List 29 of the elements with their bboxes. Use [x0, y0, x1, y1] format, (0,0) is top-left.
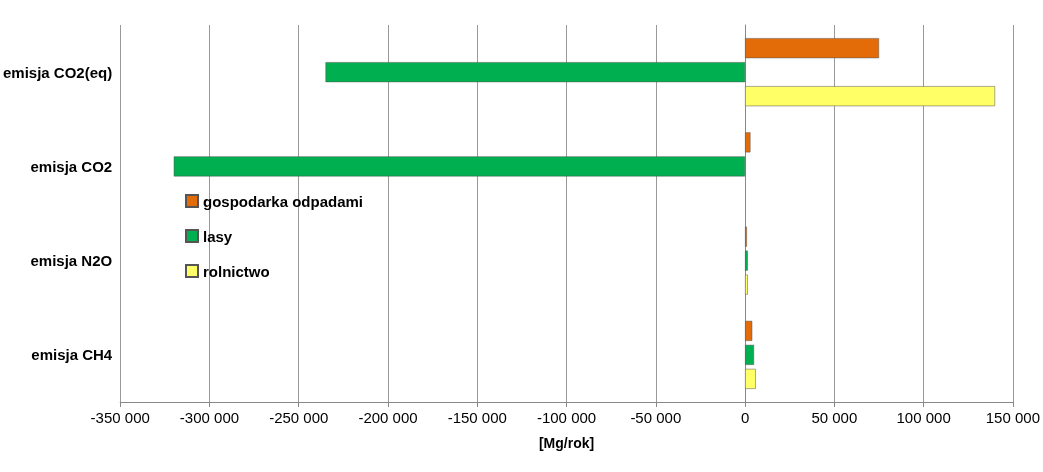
x-tick-label: 50 000: [811, 409, 858, 426]
x-tick-label: -150 000: [447, 409, 507, 426]
x-tick-label: -100 000: [536, 409, 597, 426]
bar: [745, 344, 755, 365]
legend-label: gospodarka odpadami: [203, 192, 364, 210]
y-tick-label: emisja CO2: [30, 157, 113, 175]
x-tick-label: 0: [740, 409, 750, 426]
bar: [745, 86, 996, 107]
y-tick-label: emisja N2O: [30, 252, 113, 270]
bar: [745, 274, 748, 295]
x-tick-label: -200 000: [358, 409, 418, 426]
bar: [745, 132, 751, 153]
bar: [325, 62, 746, 83]
y-tick-label: emisja CH4: [31, 346, 113, 364]
bar: [745, 368, 756, 389]
bar: [745, 250, 748, 271]
x-tick-label: -250 000: [269, 409, 329, 426]
legend-label: rolnictwo: [203, 262, 270, 280]
x-tick-label: -350 000: [90, 409, 150, 426]
x-axis-title: [Mg/rok]: [538, 435, 595, 451]
legend-label: lasy: [203, 227, 233, 245]
x-tick-label: -50 000: [630, 409, 682, 426]
bar: [173, 156, 746, 177]
y-tick-label: emisja CO2(eq): [2, 63, 113, 81]
bar: [745, 320, 753, 341]
x-tick-label: -300 000: [179, 409, 240, 426]
bar: [745, 38, 879, 59]
x-tick-label: 150 000: [985, 409, 1041, 426]
x-tick-label: 100 000: [896, 409, 951, 426]
